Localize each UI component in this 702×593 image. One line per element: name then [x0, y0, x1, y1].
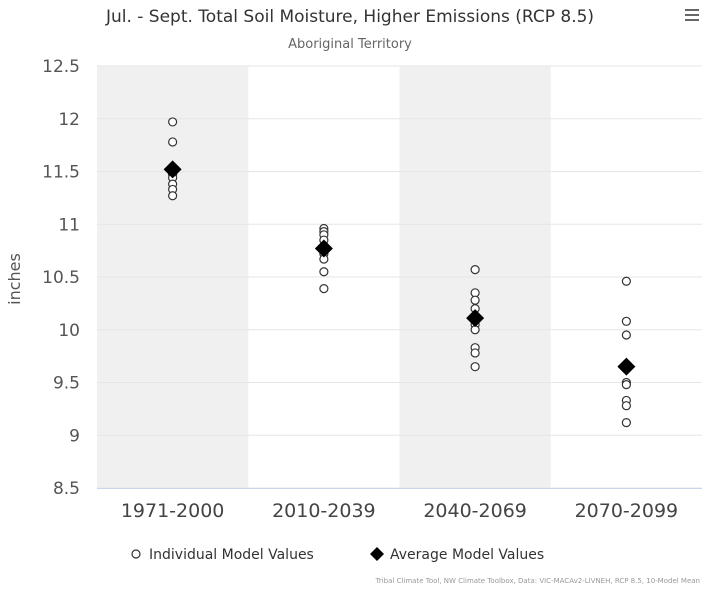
average-model-point[interactable] — [466, 309, 485, 328]
individual-model-point[interactable] — [168, 137, 178, 147]
individual-model-point[interactable] — [621, 330, 631, 340]
gridlines — [97, 65, 702, 489]
chart-subtitle: Aboriginal Territory — [288, 37, 412, 52]
y-axis: 12.5 12 11.5 11 10.5 10 9.5 9 8.5 — [42, 57, 80, 499]
individual-model-point[interactable] — [470, 265, 480, 275]
legend-diamond-marker — [370, 547, 384, 561]
y-tick-label: 12.5 — [42, 57, 80, 77]
individual-model-point[interactable] — [168, 117, 178, 127]
individual-model-point[interactable] — [621, 401, 631, 411]
x-tick-label: 2070-2099 — [575, 500, 679, 522]
average-model-point[interactable] — [314, 239, 333, 258]
y-tick-label: 8.5 — [53, 479, 80, 499]
y-axis-title: inches — [5, 253, 24, 305]
y-tick-label: 9.5 — [53, 374, 80, 394]
x-tick-label: 2040-2069 — [423, 500, 527, 522]
individual-model-point[interactable] — [319, 284, 329, 294]
legend: Individual Model Values Average Model Va… — [131, 547, 544, 563]
x-axis: 1971-2000 2010-2039 2040-2069 2070-2099 — [97, 488, 702, 522]
individual-model-point[interactable] — [621, 380, 631, 390]
legend-item-individual[interactable]: Individual Model Values — [131, 547, 314, 563]
y-tick-label: 9 — [69, 426, 80, 446]
individual-model-point[interactable] — [319, 267, 329, 277]
legend-label-average: Average Model Values — [390, 547, 544, 563]
x-tick-label: 2010-2039 — [272, 500, 376, 522]
average-model-point[interactable] — [163, 160, 182, 179]
individual-model-point[interactable] — [470, 362, 480, 372]
individual-model-point[interactable] — [621, 316, 631, 326]
average-model-point[interactable] — [617, 357, 636, 376]
legend-label-individual: Individual Model Values — [149, 547, 314, 563]
chart-title: Jul. - Sept. Total Soil Moisture, Higher… — [105, 7, 594, 27]
data-points — [163, 117, 636, 428]
y-tick-label: 10.5 — [42, 268, 80, 288]
legend-circle-marker — [131, 549, 141, 559]
legend-item-average[interactable]: Average Model Values — [370, 547, 544, 563]
individual-model-point[interactable] — [621, 276, 631, 286]
credits: Tribal Climate Tool, NW Climate Toolbox,… — [375, 577, 700, 585]
y-tick-label: 10 — [58, 321, 80, 341]
y-tick-label: 11 — [58, 215, 80, 235]
x-tick-label: 1971-2000 — [121, 500, 225, 522]
y-tick-label: 11.5 — [42, 163, 80, 183]
individual-model-point[interactable] — [470, 295, 480, 305]
individual-model-point[interactable] — [168, 191, 178, 201]
y-tick-label: 12 — [58, 110, 80, 130]
individual-model-point[interactable] — [621, 417, 631, 428]
hamburger-menu-icon[interactable] — [681, 5, 701, 25]
individual-model-point[interactable] — [470, 348, 480, 358]
